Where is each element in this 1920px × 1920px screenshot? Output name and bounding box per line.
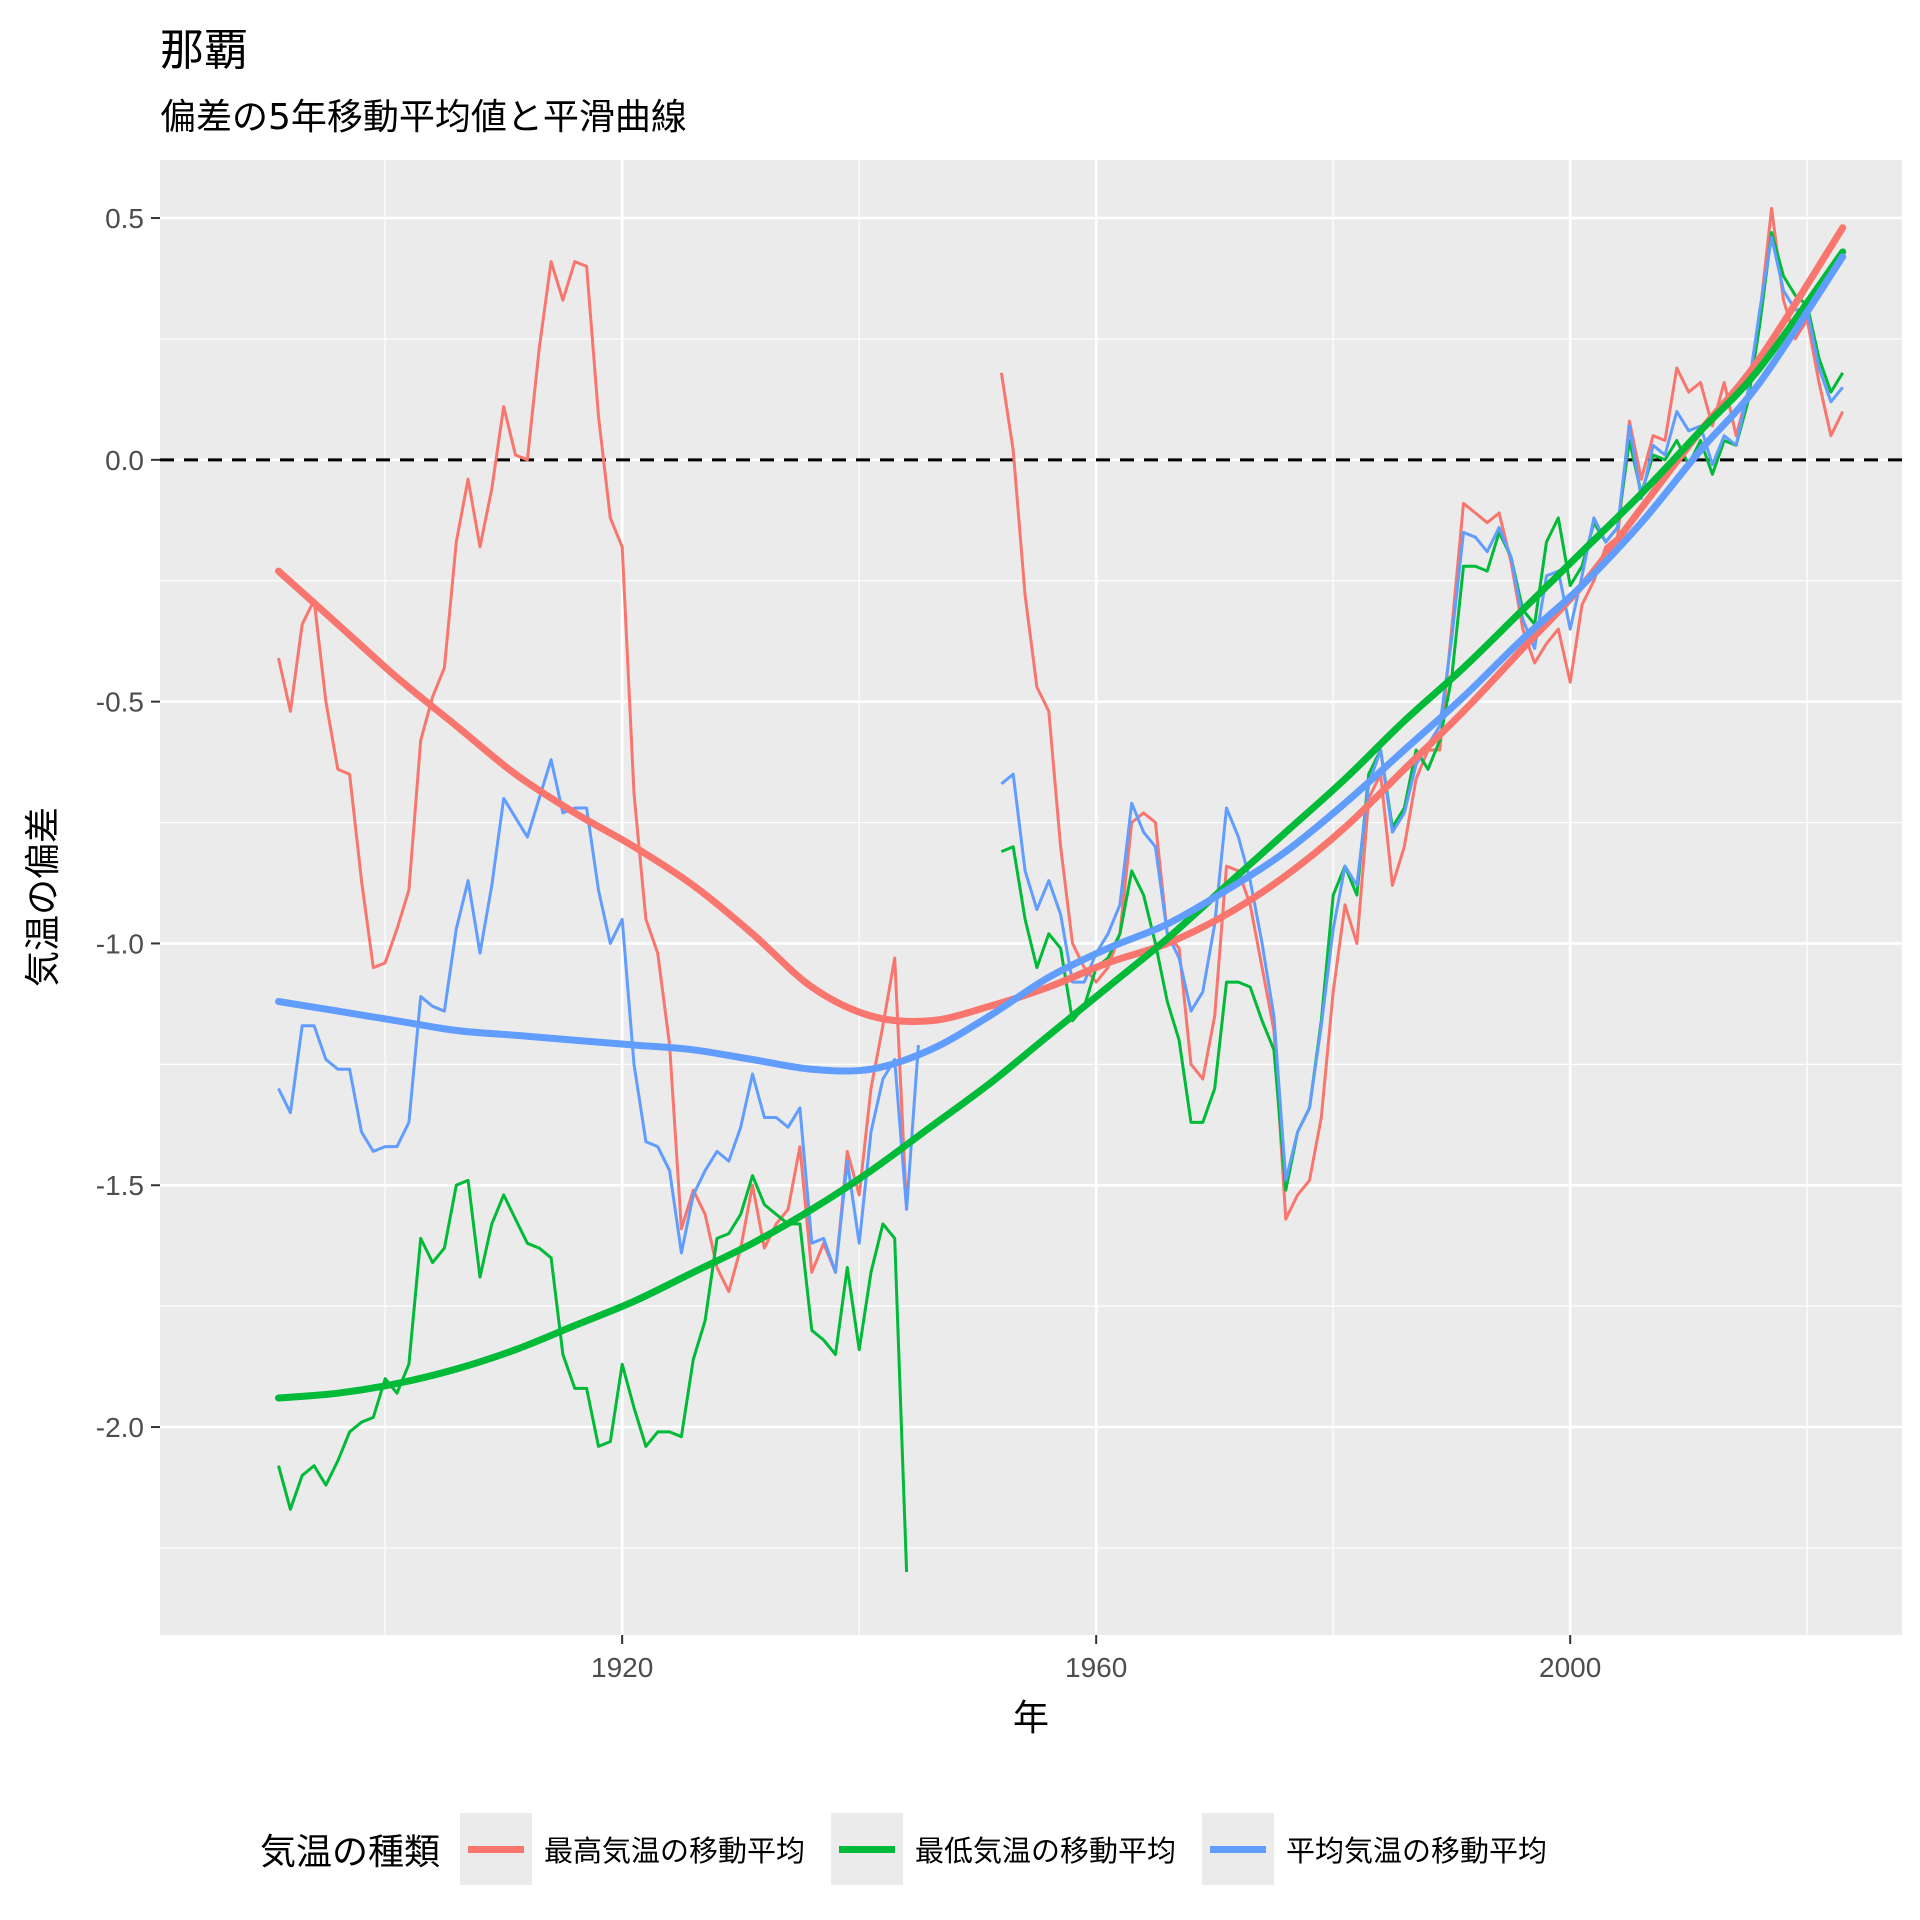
y-tick-label: -2.0	[96, 1412, 144, 1443]
x-axis: 1920 1960 2000	[591, 1635, 1601, 1683]
y-axis-title: 気温の偏差	[23, 807, 64, 987]
x-axis-title: 年	[1013, 1698, 1049, 1739]
smoothed-curves	[275, 224, 1847, 1402]
y-tick-label: 0.5	[105, 203, 144, 234]
x-tick-label: 1960	[1065, 1652, 1127, 1683]
plot-panel	[160, 160, 1902, 1635]
legend-label-max: 最高気温の移動平均	[544, 1834, 806, 1868]
series-line-max	[999, 206, 1845, 1221]
y-axis: 0.5 0.0 -0.5 -1.0 -1.5 -2.0	[96, 203, 160, 1443]
y-tick-label: 0.0	[105, 445, 144, 476]
legend-item-max: 最高気温の移動平均	[460, 1813, 805, 1885]
legend: 気温の種類 最高気温の移動平均 最低気温の移動平均 平均気温の移動平均	[0, 1805, 1920, 1895]
y-tick-label: -1.0	[96, 928, 144, 959]
legend-label-mean: 平均気温の移動平均	[1286, 1834, 1548, 1868]
y-tick-label: -1.5	[96, 1170, 144, 1201]
legend-item-min: 最低気温の移動平均	[831, 1813, 1176, 1885]
moving-average-lines	[277, 206, 1845, 1573]
chart-title: 那覇	[160, 25, 248, 76]
chart-subtitle: 偏差の5年移動平均値と平滑曲線	[160, 97, 687, 138]
smooth-curve-mean	[275, 253, 1847, 1075]
y-tick-label: -0.5	[96, 687, 144, 718]
minor-gridlines	[160, 160, 1902, 1635]
x-tick-label: 1920	[591, 1652, 653, 1683]
chart-svg: 0.5 0.0 -0.5 -1.0 -1.5 -2.0 1920 1960 2000 年 気温…	[23, 160, 1902, 1739]
series-line-mean	[277, 758, 920, 1274]
legend-key-mean	[1202, 1813, 1275, 1885]
series-line-max	[277, 260, 909, 1294]
legend-item-mean: 平均気温の移動平均	[1202, 1813, 1547, 1885]
x-tick-label: 2000	[1539, 1652, 1601, 1683]
legend-key-max	[460, 1813, 533, 1885]
legend-key-min	[831, 1813, 904, 1885]
smooth-curve-min	[275, 248, 1847, 1402]
legend-title: 気温の種類	[260, 1832, 441, 1873]
legend-label-min: 最低気温の移動平均	[915, 1834, 1177, 1868]
